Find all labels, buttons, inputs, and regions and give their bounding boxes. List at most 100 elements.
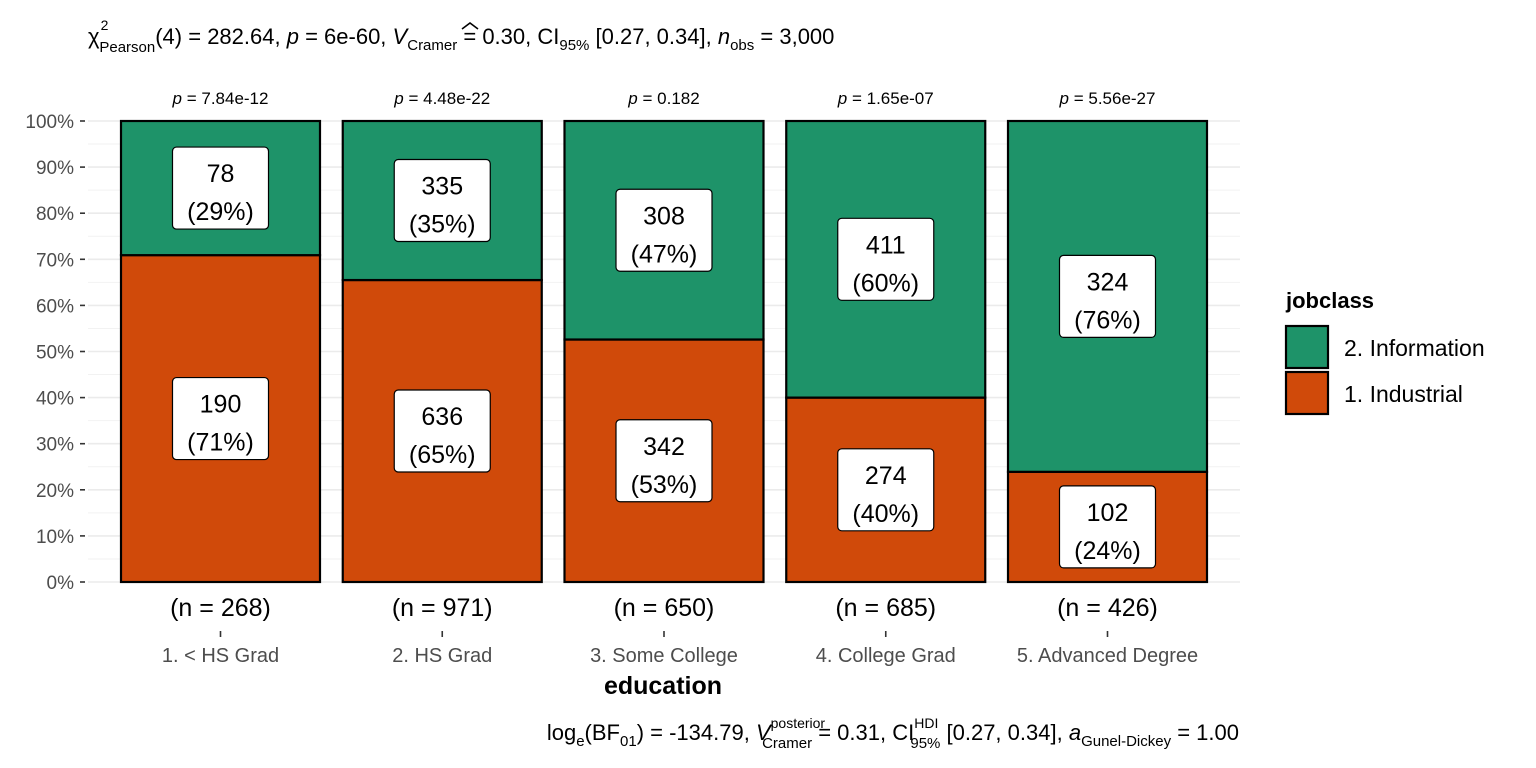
segment-percent-label: (65%): [409, 441, 476, 469]
p-value-symbol: p: [172, 89, 182, 108]
segment-count-label: 102: [1087, 499, 1129, 527]
segment-count-label: 342: [643, 433, 685, 461]
segment-count-label: 324: [1087, 268, 1129, 296]
segment-percent-label: (53%): [631, 471, 698, 499]
n-label: (n = 650): [614, 594, 715, 622]
segment-count-label: 636: [421, 403, 463, 431]
x-axis-title: education: [604, 672, 722, 700]
p-value-symbol: p: [837, 89, 847, 108]
segment-count-label: 308: [643, 202, 685, 230]
subtitle-v-sub: Cramer: [407, 37, 457, 54]
segment-label-box: [615, 419, 713, 503]
caption-part1: ) = -134.79,: [637, 720, 756, 745]
y-tick-label: 100%: [25, 112, 74, 133]
subtitle-chi-sub: Pearson: [99, 39, 155, 56]
y-tick-label: 0%: [47, 573, 75, 594]
n-label: (n = 426): [1057, 594, 1158, 622]
segment-label-box: [837, 448, 935, 532]
subtitle-part5: = 3,000: [754, 24, 834, 49]
caption-a-sub: Gunel-Dickey: [1081, 733, 1172, 750]
x-axis: (n = 268) 1. < HS Grad (n = 971) 2. HS Grad…: [162, 594, 1198, 667]
subtitle-part4: [0.27, 0.34],: [589, 24, 717, 49]
subtitle-ci-sub: 95%: [559, 37, 589, 54]
y-tick-label: 60%: [36, 296, 74, 317]
y-tick-label: 30%: [36, 435, 74, 456]
caption-bf-sub: 01: [620, 733, 637, 750]
y-tick-label: 20%: [36, 481, 74, 502]
n-label: (n = 971): [392, 594, 493, 622]
caption-log-sub: e: [576, 733, 584, 750]
legend-swatch: [1284, 370, 1330, 416]
p-value-symbol: p: [393, 89, 403, 108]
segment-count-label: 274: [865, 462, 907, 490]
caption-part3: [0.27, 0.34],: [940, 720, 1068, 745]
p-value-text: = 1.65e-07: [847, 89, 934, 108]
y-tick-label: 70%: [36, 250, 74, 271]
x-tick-label: 2. HS Grad: [392, 645, 492, 667]
segment-percent-label: (76%): [1074, 306, 1141, 334]
x-tick-label: 5. Advanced Degree: [1017, 645, 1198, 667]
segment-percent-label: (60%): [852, 269, 919, 297]
subtitle-v: V: [393, 24, 410, 49]
bar-information: [563, 119, 765, 341]
p-value-text: = 5.56e-27: [1069, 89, 1156, 108]
caption-v-sub: Cramer: [762, 735, 812, 752]
p-value-symbol: p: [1059, 89, 1069, 108]
caption-bf: (BF: [585, 720, 620, 745]
p-value-label: p = 1.65e-07: [837, 89, 934, 108]
x-tick-label: 3. Some College: [590, 645, 738, 667]
n-label: (n = 268): [170, 594, 271, 622]
y-tick-label: 50%: [36, 343, 74, 364]
p-value-text: = 4.48e-22: [404, 89, 491, 108]
caption-a: a: [1069, 720, 1081, 745]
segment-labels: 190 (71%) 78 (29%) 636 (65%) 335 (35%) 342 (53%) 3…: [171, 146, 1157, 569]
chart-caption: loge(BF01) = -134.79, Vposterior Cramer =…: [547, 715, 1239, 752]
segment-count-label: 411: [866, 231, 906, 259]
segment-percent-label: (40%): [852, 500, 919, 528]
y-tick-label: 10%: [36, 527, 74, 548]
y-tick-label: 80%: [36, 204, 74, 225]
subtitle-chi-sup: 2: [101, 17, 109, 33]
p-value-label: p = 0.182: [627, 89, 699, 108]
caption-v-sup: posterior: [771, 715, 826, 731]
y-tick-label: 90%: [36, 158, 74, 179]
caption-ci-sub: 95%: [910, 735, 940, 752]
caption-part4: = 1.00: [1171, 720, 1239, 745]
legend-title: jobclass: [1285, 288, 1374, 313]
segment-label-box: [171, 376, 270, 461]
segment-label-box: [837, 217, 935, 301]
subtitle-n-sub: obs: [730, 37, 754, 54]
subtitle-n: n: [718, 24, 730, 49]
p-value-label: p = 5.56e-27: [1059, 89, 1156, 108]
segment-percent-label: (47%): [631, 240, 698, 268]
p-value-text: = 7.84e-12: [182, 89, 269, 108]
legend-label: 2. Information: [1344, 335, 1485, 361]
segment-count-label: 190: [200, 391, 242, 419]
n-label: (n = 685): [835, 594, 936, 622]
p-value-symbol: p: [627, 89, 637, 108]
x-tick-label: 4. College Grad: [816, 645, 956, 667]
x-tick-label: 1. < HS Grad: [162, 645, 279, 667]
caption-log: log: [547, 720, 576, 745]
segment-count-label: 78: [207, 160, 235, 188]
segment-count-label: 335: [421, 173, 463, 201]
segment-percent-label: (71%): [187, 429, 254, 457]
segment-label-box: [393, 389, 491, 473]
segment-percent-label: (24%): [1074, 537, 1141, 565]
p-value-label: p = 4.48e-22: [393, 89, 490, 108]
subtitle-chi: χ: [88, 24, 100, 49]
segment-label-box: [1058, 254, 1157, 339]
segment-label-box: [615, 188, 713, 272]
subtitle-v-hat: [461, 22, 479, 30]
legend-swatch: [1284, 324, 1330, 370]
caption-ci-sup: HDI: [914, 715, 938, 731]
caption-part2: = 0.31, CI: [812, 720, 914, 745]
caption-v: V: [756, 720, 773, 745]
p-value-text: = 0.182: [638, 89, 700, 108]
segment-label-box: [1058, 485, 1157, 569]
segment-label-box: [393, 158, 491, 243]
segment-percent-label: (35%): [409, 211, 476, 239]
p-value-label: p = 7.84e-12: [172, 89, 269, 108]
